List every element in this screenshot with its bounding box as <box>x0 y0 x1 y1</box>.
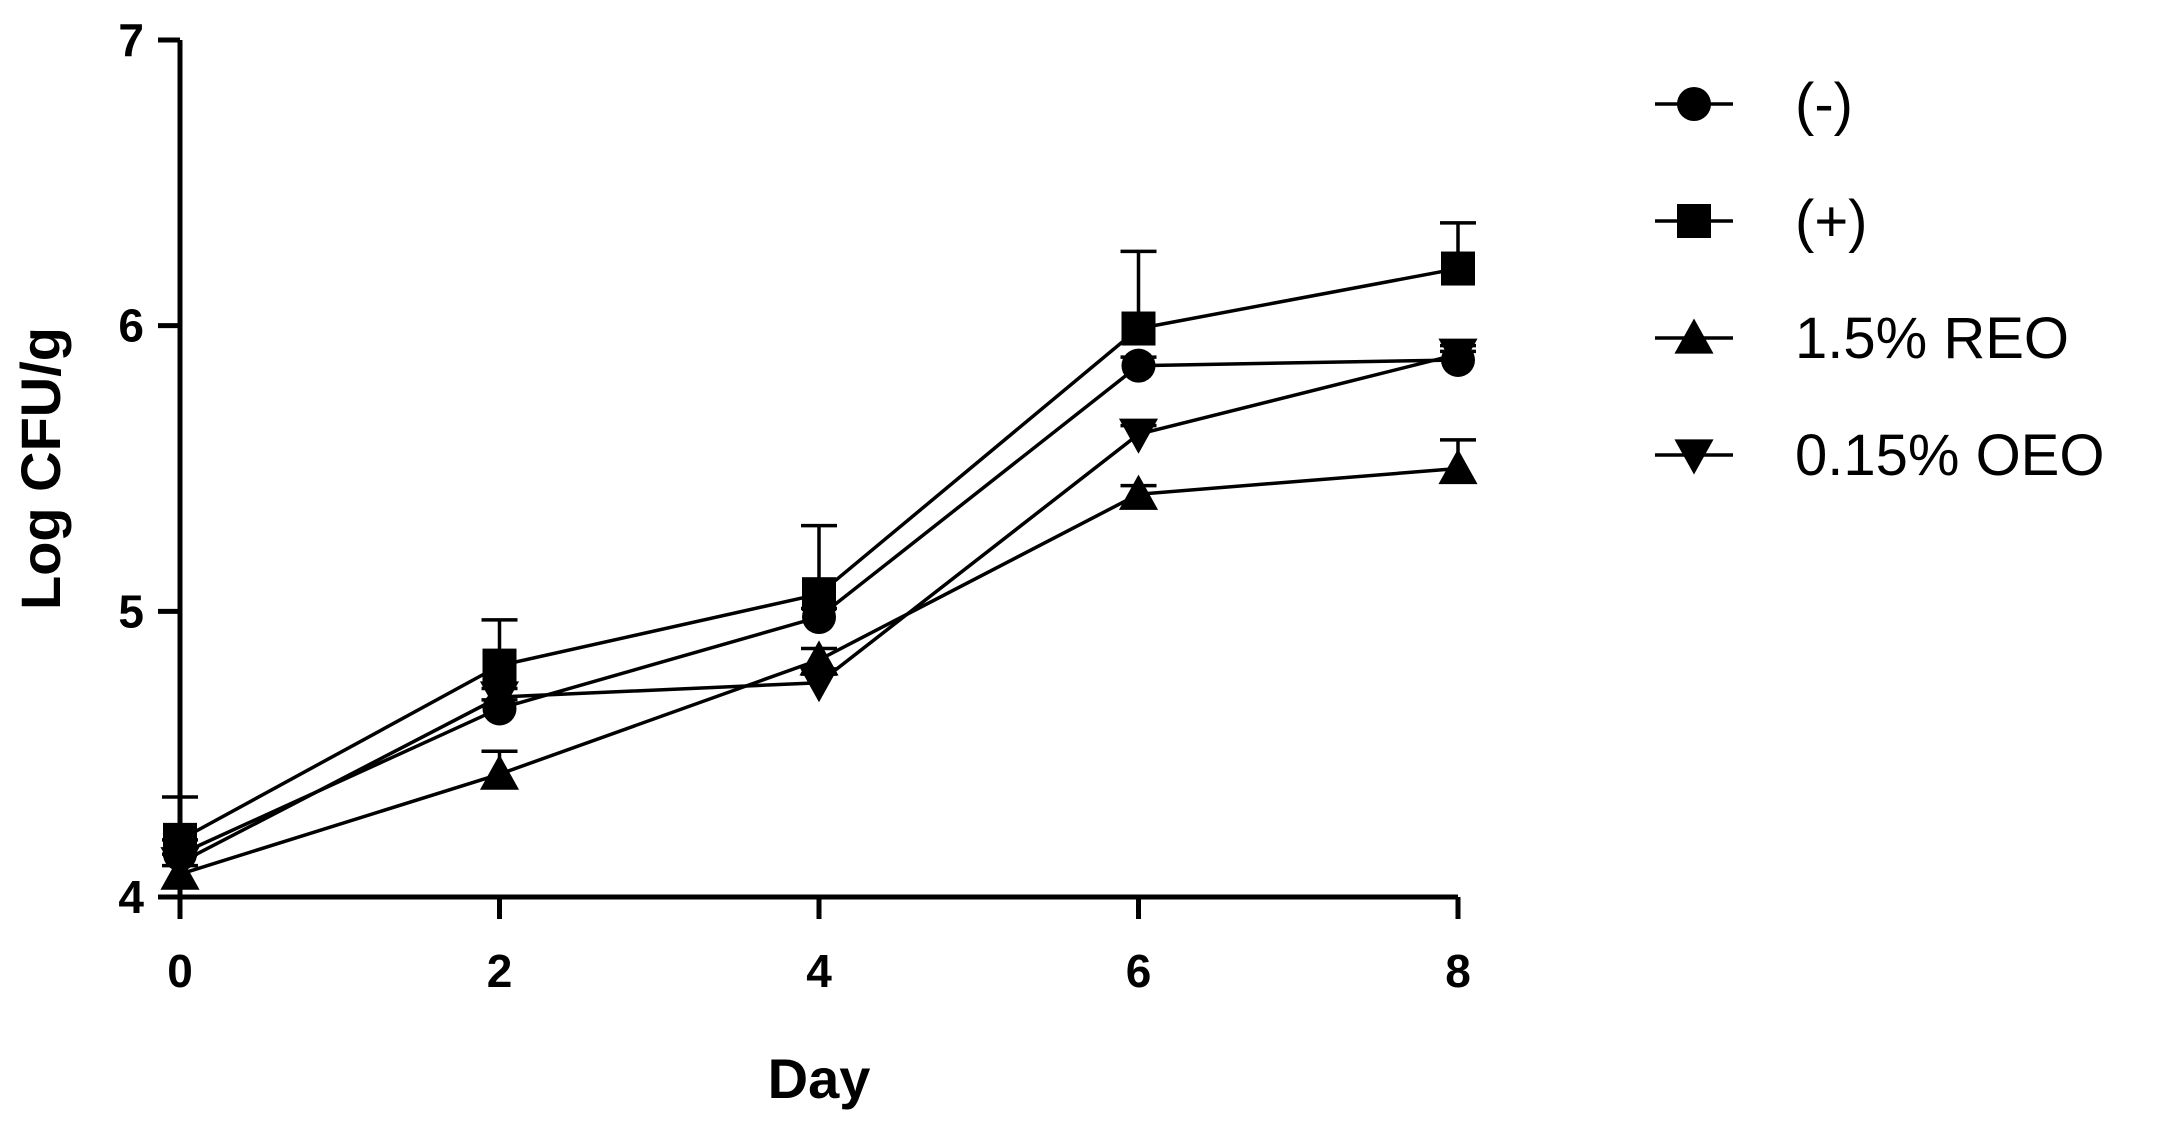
legend: (-) (+) 1.5% REO 0.15% OEO <box>1655 72 2104 488</box>
data-point <box>799 640 839 676</box>
data-point <box>1121 348 1156 383</box>
data-point <box>1438 338 1478 374</box>
series-markers <box>160 251 1478 890</box>
data-point <box>1121 311 1156 346</box>
y-tick-label: 6 <box>118 300 144 352</box>
x-tick-label: 8 <box>1445 945 1471 997</box>
data-point <box>479 681 520 717</box>
x-tick-label: 2 <box>487 945 513 997</box>
x-tick-label: 6 <box>1126 945 1152 997</box>
legend-label: 1.5% REO <box>1795 306 2069 371</box>
data-point <box>482 648 517 683</box>
legend-marker <box>1674 318 1714 354</box>
data-point <box>1441 251 1475 286</box>
data-point <box>1438 448 1478 485</box>
legend-marker <box>1677 87 1711 121</box>
y-tick-label: 4 <box>118 871 144 923</box>
legend-marker <box>1677 204 1711 238</box>
data-point <box>802 577 836 612</box>
legend-label: 0.15% OEO <box>1795 423 2104 488</box>
y-tick-label: 5 <box>118 585 144 637</box>
legend-label: (-) <box>1795 72 1853 137</box>
x-axis-title: Day <box>768 1047 871 1110</box>
data-point <box>1118 418 1159 454</box>
data-point <box>160 847 200 883</box>
data-point <box>799 667 839 703</box>
legend-marker <box>1674 439 1714 475</box>
error-bars <box>162 221 1476 875</box>
y-axis-title: Log CFU/g <box>9 327 72 610</box>
y-tick-label: 7 <box>118 14 144 66</box>
data-point <box>479 754 520 790</box>
axes: 4 5 6 7 0 2 4 6 8 <box>118 14 1470 997</box>
legend-label: (+) <box>1795 189 1868 254</box>
x-tick-label: 4 <box>806 945 832 997</box>
x-tick-label: 0 <box>167 945 193 997</box>
data-point <box>1118 474 1159 510</box>
